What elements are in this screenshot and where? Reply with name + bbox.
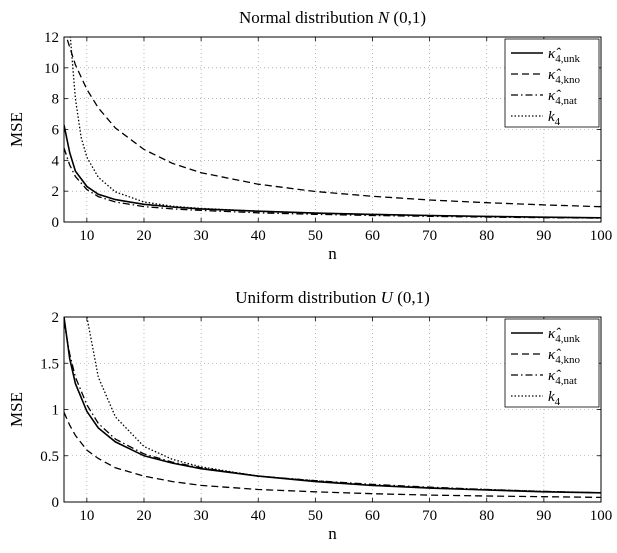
series-line-3 <box>64 147 601 219</box>
y-tick-label: 2 <box>52 310 60 326</box>
x-tick-label: 50 <box>308 228 323 244</box>
y-tick-label: 1.5 <box>40 356 59 372</box>
chart-panel-2: Uniform distribution U (0,1)10 20 30 40 50 60… <box>7 288 612 543</box>
series-line-1 <box>64 317 601 494</box>
x-axis-label: n <box>328 524 337 543</box>
x-tick-label: 70 <box>422 228 437 244</box>
y-tick-label: 2 <box>52 184 60 200</box>
x-tick-label: 30 <box>194 508 209 524</box>
chart-title: Normal distribution N (0,1) <box>239 8 426 27</box>
series-line-2 <box>64 412 601 499</box>
x-tick-label: 80 <box>479 508 494 524</box>
plot-frame <box>63 36 602 223</box>
x-tick-label: 50 <box>308 508 323 524</box>
x-tick-label: 100 <box>590 508 613 524</box>
y-tick-label: 10 <box>44 61 59 77</box>
series-line-4 <box>69 37 601 219</box>
chart-title-text: Normal distribution <box>239 8 378 27</box>
x-tick-label: 40 <box>251 508 266 524</box>
x-tick-label: 20 <box>136 228 151 244</box>
plot-frame <box>63 316 602 503</box>
chart-panel-1: Normal distribution N (0,1)10 20 30 40 50 60 7… <box>7 8 612 263</box>
x-tick-label: 10 <box>79 228 94 244</box>
chart-title-text: Uniform distribution <box>235 288 380 307</box>
legend-label-1: κ̂4,unk <box>548 46 580 65</box>
x-tick-label: 60 <box>365 228 380 244</box>
y-axis-label: MSE <box>7 392 26 427</box>
x-tick-label: 100 <box>590 228 613 244</box>
x-tick-label: 60 <box>365 508 380 524</box>
chart-title-math: N <box>377 8 391 27</box>
x-tick-label: 80 <box>479 228 494 244</box>
chart-title: Uniform distribution U (0,1) <box>235 288 430 307</box>
y-tick-label: 0 <box>52 495 60 511</box>
chart-title-args: (0,1) <box>389 8 426 27</box>
x-tick-label: 40 <box>251 228 266 244</box>
series-line-2 <box>65 37 601 208</box>
y-tick-label: 0.5 <box>40 449 59 465</box>
y-tick-label: 0 <box>52 215 60 231</box>
y-tick-label: 4 <box>52 153 60 169</box>
chart-title-args: (0,1) <box>393 288 430 307</box>
y-axis-label: MSE <box>7 112 26 147</box>
y-tick-label: 6 <box>52 123 60 139</box>
x-tick-label: 90 <box>536 508 551 524</box>
x-tick-label: 30 <box>194 228 209 244</box>
series-line-3 <box>64 321 601 494</box>
x-tick-label: 90 <box>536 228 551 244</box>
x-tick-label: 20 <box>136 508 151 524</box>
x-axis-label: n <box>328 244 337 263</box>
y-tick-label: 1 <box>52 403 60 419</box>
legend-label-4: k4 <box>548 389 561 408</box>
x-tick-label: 70 <box>422 508 437 524</box>
x-tick-label: 10 <box>79 508 94 524</box>
chart-title-math: U <box>381 288 395 307</box>
y-tick-label: 8 <box>52 92 60 108</box>
legend-label-4: k4 <box>548 109 561 128</box>
y-tick-label: 12 <box>44 30 59 46</box>
